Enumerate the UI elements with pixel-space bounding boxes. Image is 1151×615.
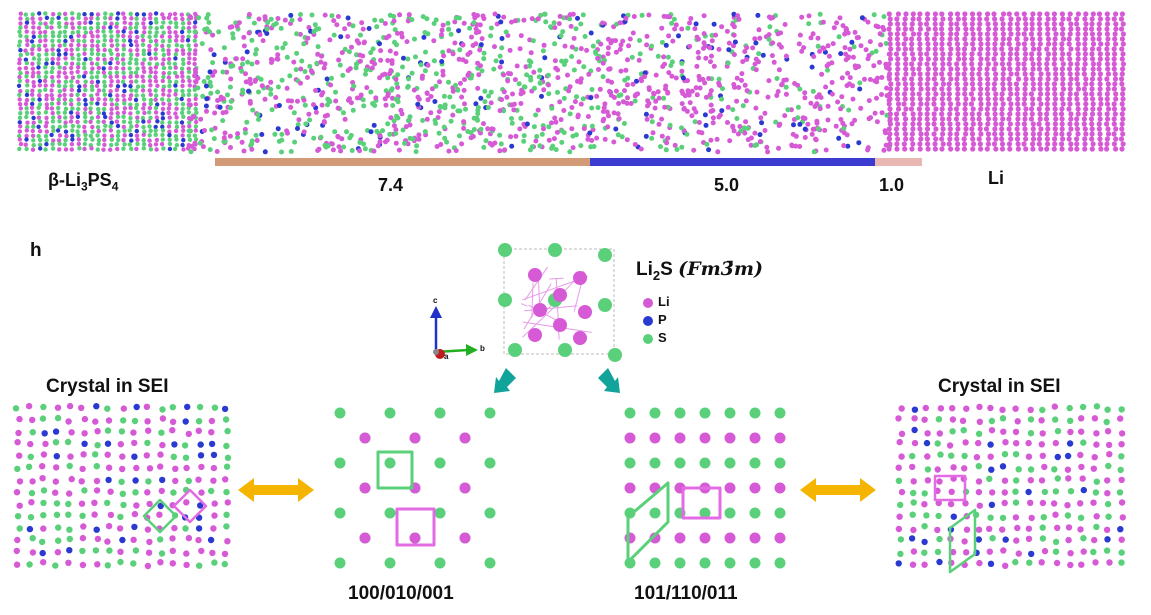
thickness-label-3: 1.0: [879, 175, 905, 195]
left-panel-title: Crystal in SEI: [46, 376, 169, 397]
li-legend-label: Li: [658, 294, 670, 309]
li-label: Li: [988, 168, 1004, 188]
teal-arrow-left: [494, 368, 516, 393]
proj2-s-parallelogram: [626, 481, 670, 564]
sei-crystal-right: [895, 403, 1127, 574]
axis-triad: [430, 306, 478, 359]
sei-right-li-motif: [933, 474, 967, 502]
sei-left-li-motif: [172, 488, 208, 524]
formula-label: Li2S (Fm3̄m): [636, 258, 763, 283]
bar-segment-3: [875, 158, 922, 166]
sei-left-s-motif: [142, 498, 178, 534]
projection-100: [334, 407, 496, 569]
right-panel-title: Crystal in SEI: [938, 376, 1061, 397]
bar-segment-2: [590, 158, 875, 166]
proj1-label: 100/010/001: [348, 583, 454, 604]
proj2-label: 101/110/011: [634, 583, 738, 604]
p-legend-label: P: [658, 312, 667, 327]
sei-right-s-motif: [948, 508, 977, 574]
thickness-label-1: 7.4: [378, 175, 404, 195]
s-legend-dot: [643, 334, 653, 344]
proj1-li-square: [395, 507, 436, 547]
bar-segment-1: [215, 158, 590, 166]
p-legend-dot: [643, 316, 653, 326]
axis-c-label: c: [433, 296, 438, 305]
thickness-bars: [215, 158, 922, 166]
axis-a-label: a: [444, 352, 449, 361]
gold-double-arrow-left: [238, 478, 314, 502]
axis-b-label: b: [480, 344, 485, 353]
thickness-label-2: 5.0: [714, 175, 740, 195]
beta-li3ps4-label: β-Li3PS4: [48, 170, 119, 194]
sei-crystal-left: [12, 402, 232, 570]
projection-101: [624, 407, 786, 569]
arrows: [238, 368, 876, 502]
li-legend-dot: [643, 298, 653, 308]
panel-letter: h: [30, 240, 42, 261]
gold-double-arrow-right: [800, 478, 876, 502]
s-legend-label: S: [658, 330, 667, 345]
proj2-li-rectangle: [681, 486, 722, 520]
teal-arrow-right: [598, 368, 620, 393]
md-atom-strip: [16, 11, 1126, 155]
proj1-s-square: [376, 450, 414, 490]
unit-cell-model: [498, 243, 622, 362]
